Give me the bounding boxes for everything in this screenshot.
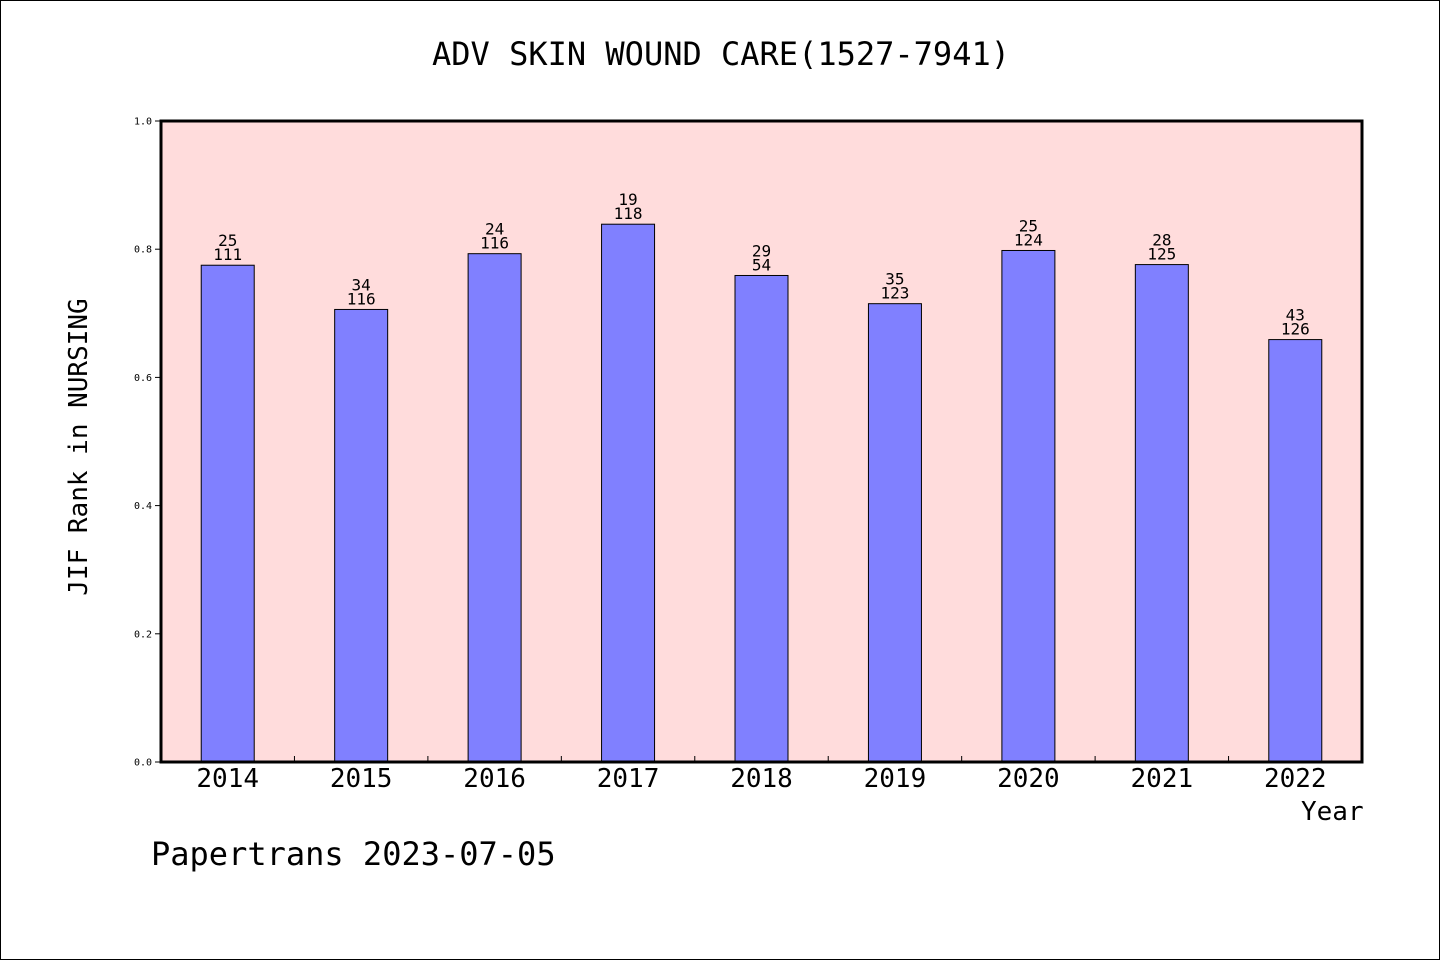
bar [1001,249,1056,763]
plot-frame [159,119,1364,764]
bar-rank-label: 43 [1286,306,1305,325]
watermark-text: Papertrans 2023-07-05 [151,835,556,873]
chart-title: ADV SKIN WOUND CARE(1527-7941) [432,35,1010,73]
bar-rank-label: 34 [352,275,371,294]
bar [334,308,389,763]
y-tick-label: 0.2 [134,629,152,640]
x-tick-label: 2020 [997,764,1060,794]
bar-rank-label: 28 [1152,231,1171,250]
bar-rank-label: 25 [1019,216,1038,235]
bar [1268,339,1323,763]
bar [200,264,255,763]
bar [601,223,656,763]
x-tick-label: 2018 [730,764,793,794]
bar [467,253,522,763]
bar-total-label: 54 [752,255,771,274]
bar-rank-label: 25 [218,231,237,250]
bar [867,303,922,763]
bar [734,274,789,763]
y-tick-label: 1.0 [134,117,152,128]
bar-total-label: 124 [1014,230,1043,249]
bar-total-label: 125 [1147,245,1176,264]
y-tick-label: 0.6 [134,373,152,384]
x-tick-label: 2016 [463,764,526,794]
y-tick-label: 0.0 [134,758,152,769]
bar-total-label: 111 [213,245,242,264]
y-tick-label: 0.8 [134,245,152,256]
x-tick-label: 2017 [597,764,660,794]
bar-rank-label: 35 [885,270,904,289]
bar-total-label: 123 [880,284,909,303]
bar-rank-label: 19 [618,190,637,209]
x-tick-label: 2022 [1264,764,1327,794]
bar-total-label: 116 [480,234,509,253]
bar [1134,264,1189,763]
x-tick-label: 2021 [1131,764,1194,794]
x-tick-label: 2015 [330,764,393,794]
bar-total-label: 126 [1281,320,1310,339]
bar-rank-label: 29 [752,241,771,260]
bar-rank-label: 24 [485,220,504,239]
x-tick-label: 2014 [196,764,259,794]
bar-total-label: 118 [614,204,643,223]
y-tick-label: 0.4 [134,501,152,512]
bar-total-label: 116 [347,289,376,308]
x-axis-label: Year [1301,797,1364,827]
x-tick-label: 2019 [864,764,927,794]
